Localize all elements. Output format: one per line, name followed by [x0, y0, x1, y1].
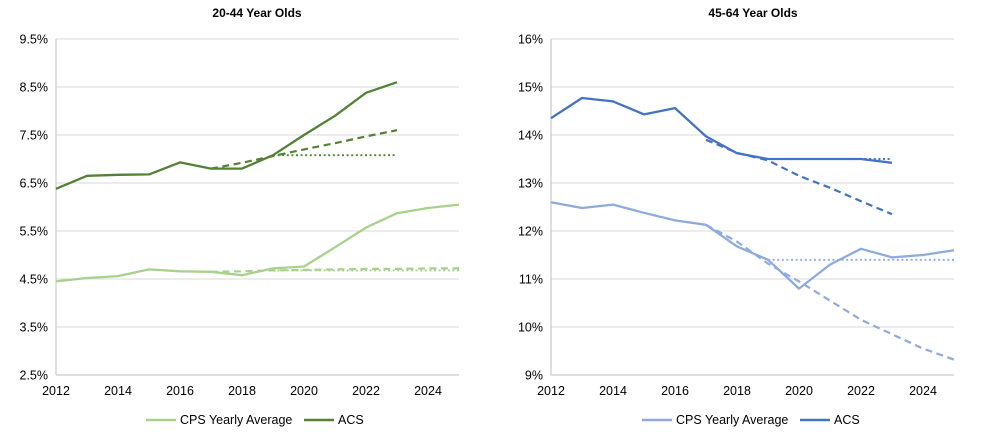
chart-45-64-svg: 45-64 Year Olds 16% 15% 14% 13% 12% 11% 10% 9% 2…: [518, 6, 955, 427]
x-tick-label: 2018: [723, 384, 751, 398]
y-tick-label: 9%: [525, 368, 543, 382]
chart-title: 20-44 Year Olds: [212, 6, 302, 20]
series-dashed-acs: [210, 129, 398, 170]
x-tick-label: 2024: [909, 384, 937, 398]
x-tick-label: 2014: [599, 384, 627, 398]
plot-area: 16% 15% 14% 13% 12% 11% 10% 9% 2012 2014 2016 2018 2…: [518, 32, 955, 398]
legend-label-cps: CPS Yearly Average: [676, 413, 788, 427]
series-dashed-cps: [705, 223, 955, 361]
y-tick-label: 5.5%: [20, 224, 49, 238]
y-tick-label: 2.5%: [20, 368, 49, 382]
y-tick-label: 3.5%: [20, 320, 49, 334]
y-tick-label: 16%: [518, 32, 543, 46]
legend-label-cps: CPS Yearly Average: [180, 413, 292, 427]
y-tick-label: 8.5%: [20, 80, 49, 94]
x-tick-label: 2020: [290, 384, 318, 398]
series-dashed-cps: [210, 267, 459, 273]
x-tick-label: 2024: [414, 384, 442, 398]
y-tick-label: 10%: [518, 320, 543, 334]
y-tick-label: 15%: [518, 80, 543, 94]
series-dashed-acs: [705, 138, 893, 216]
y-tick-label: 9.5%: [20, 32, 49, 46]
x-tick-label: 2014: [104, 384, 132, 398]
y-tick-label: 12%: [518, 224, 543, 238]
legend: CPS Yearly Average ACS: [642, 413, 860, 427]
x-tick-label: 2012: [537, 384, 565, 398]
chart-20-44-year-olds: 20-44 Year Olds 9.5% 8.5% 7.5% 6.5% 5.5% 4.5%…: [0, 0, 495, 436]
x-tick-label: 2022: [847, 384, 875, 398]
x-tick-label: 2022: [352, 384, 380, 398]
legend-label-acs: ACS: [834, 413, 860, 427]
y-tick-label: 6.5%: [20, 176, 49, 190]
y-tick-label: 11%: [519, 272, 543, 286]
legend: CPS Yearly Average ACS: [146, 413, 364, 427]
series-solid-acs: [550, 96, 893, 164]
y-tick-label: 13%: [518, 176, 543, 190]
legend-label-acs: ACS: [338, 413, 364, 427]
chart-45-64-year-olds: 45-64 Year Olds 16% 15% 14% 13% 12% 11% 10% 9% 2…: [495, 0, 990, 436]
chart-20-44-svg: 20-44 Year Olds 9.5% 8.5% 7.5% 6.5% 5.5% 4.5%…: [20, 6, 460, 427]
series-solid-cps: [55, 203, 460, 283]
series-solid-cps: [550, 201, 955, 290]
plot-area: 9.5% 8.5% 7.5% 6.5% 5.5% 4.5% 3.5% 2.5% 2012 2014…: [20, 32, 460, 398]
x-tick-label: 2016: [166, 384, 194, 398]
y-tick-label: 4.5%: [20, 272, 49, 286]
x-tick-label: 2012: [42, 384, 70, 398]
x-tick-label: 2016: [661, 384, 689, 398]
chart-title: 45-64 Year Olds: [708, 6, 798, 20]
x-tick-label: 2020: [785, 384, 813, 398]
x-tick-label: 2018: [228, 384, 256, 398]
series-solid-acs: [55, 81, 398, 190]
y-tick-label: 7.5%: [20, 128, 49, 142]
y-tick-label: 14%: [518, 128, 543, 142]
